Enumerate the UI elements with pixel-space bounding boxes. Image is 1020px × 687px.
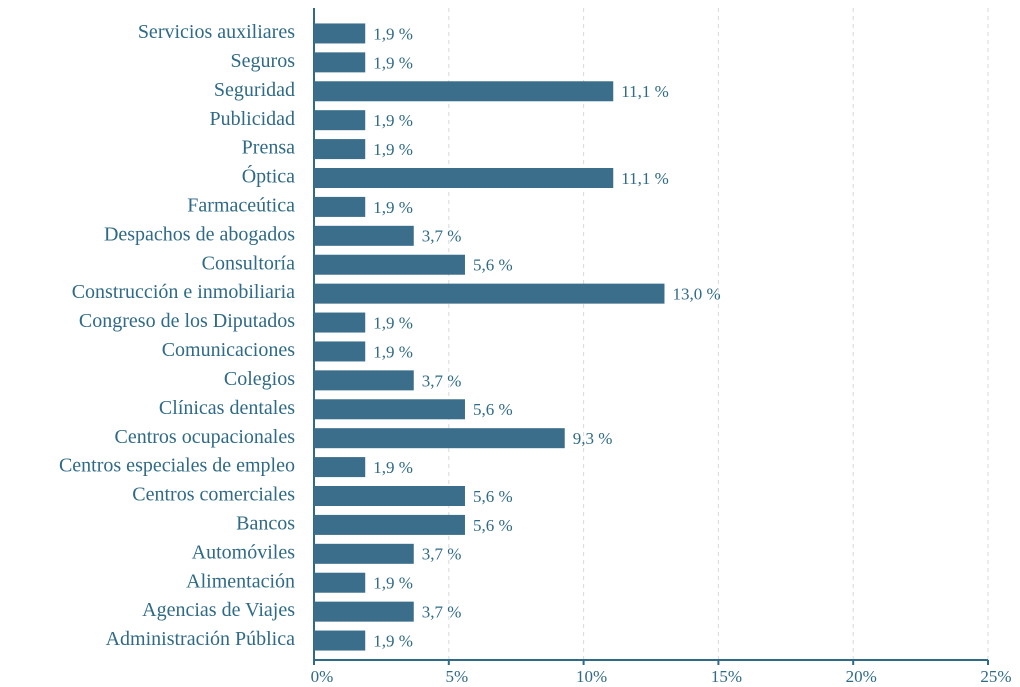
value-label: 5,6 % xyxy=(473,516,513,535)
value-label: 1,9 % xyxy=(373,53,413,72)
value-label: 1,9 % xyxy=(373,313,413,332)
x-tick-label: 0% xyxy=(311,667,334,686)
value-label: 3,7 % xyxy=(422,371,462,390)
bar xyxy=(314,139,366,160)
value-label: 3,7 % xyxy=(422,227,462,246)
x-tick-label: 25% xyxy=(980,667,1011,686)
y-tick-label: Seguros xyxy=(231,50,296,72)
y-tick-label: Alimentación xyxy=(186,570,295,592)
value-label: 1,9 % xyxy=(373,631,413,650)
value-label: 11,1 % xyxy=(621,82,669,101)
bar xyxy=(314,196,366,217)
y-tick-label: Prensa xyxy=(242,137,295,159)
value-label: 5,6 % xyxy=(473,487,513,506)
bar xyxy=(314,52,366,73)
bar xyxy=(314,370,414,391)
bar xyxy=(314,168,614,188)
bar xyxy=(314,428,565,449)
value-label: 1,9 % xyxy=(373,140,413,159)
bar xyxy=(314,514,465,535)
bar xyxy=(314,630,366,651)
y-tick-label: Construcción e inmobiliaria xyxy=(72,281,295,303)
bar xyxy=(314,341,366,362)
x-tick-label: 15% xyxy=(711,667,742,686)
bar xyxy=(314,23,366,44)
y-tick-label: Centros ocupacionales xyxy=(115,426,296,448)
value-label: 1,9 % xyxy=(373,458,413,477)
value-label: 11,1 % xyxy=(621,169,669,188)
bar xyxy=(314,601,414,622)
y-tick-label: Administración Pública xyxy=(106,628,296,650)
y-tick-label: Seguridad xyxy=(214,79,295,101)
value-label: 5,6 % xyxy=(473,400,513,419)
y-tick-label: Bancos xyxy=(236,513,295,535)
y-tick-label: Comunicaciones xyxy=(162,339,296,361)
value-label: 1,9 % xyxy=(373,198,413,217)
bar xyxy=(314,543,414,564)
y-tick-label: Óptica xyxy=(242,164,295,188)
y-tick-label: Servicios auxiliares xyxy=(138,21,295,43)
y-tick-label: Farmaceútica xyxy=(187,195,295,217)
y-tick-label: Agencias de Viajes xyxy=(142,599,295,621)
bar xyxy=(314,572,366,593)
y-tick-label: Centros especiales de empleo xyxy=(59,455,295,477)
y-tick-label: Publicidad xyxy=(209,108,295,130)
bar xyxy=(314,312,366,333)
value-label: 1,9 % xyxy=(373,111,413,130)
bar xyxy=(314,457,366,478)
bar xyxy=(314,283,665,304)
y-tick-label: Colegios xyxy=(224,368,295,390)
value-label: 1,9 % xyxy=(373,24,413,43)
value-label: 1,9 % xyxy=(373,342,413,361)
y-tick-label: Clínicas dentales xyxy=(159,397,295,419)
bar xyxy=(314,225,414,246)
y-tick-label: Automóviles xyxy=(192,541,296,563)
value-label: 13,0 % xyxy=(672,285,720,304)
value-label: 1,9 % xyxy=(373,574,413,593)
bar xyxy=(314,399,465,420)
y-tick-label: Congreso de los Diputados xyxy=(79,310,295,332)
bar xyxy=(314,81,614,102)
y-tick-label: Consultoría xyxy=(202,252,295,274)
value-label: 5,6 % xyxy=(473,256,513,275)
value-label: 9,3 % xyxy=(573,429,613,448)
bar xyxy=(314,254,465,275)
x-tick-label: 5% xyxy=(445,667,468,686)
value-label: 3,7 % xyxy=(422,603,462,622)
x-tick-label: 20% xyxy=(846,667,877,686)
value-label: 3,7 % xyxy=(422,545,462,564)
x-tick-label: 10% xyxy=(576,667,607,686)
bar xyxy=(314,110,366,131)
bar xyxy=(314,486,465,506)
y-tick-label: Centros comerciales xyxy=(132,484,295,506)
y-tick-label: Despachos de abogados xyxy=(104,223,295,245)
